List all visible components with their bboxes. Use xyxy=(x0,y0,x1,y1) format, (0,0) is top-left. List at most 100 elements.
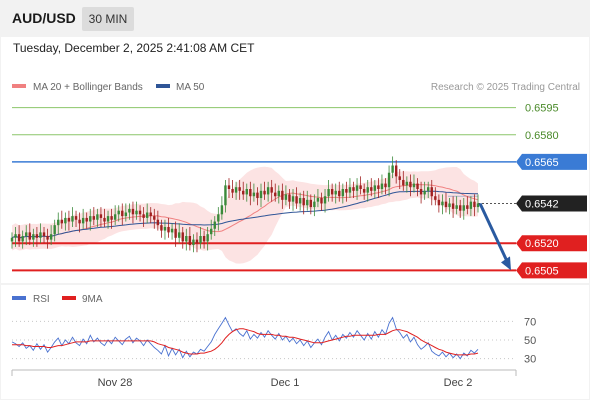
candle-body xyxy=(281,190,284,200)
candle-body xyxy=(295,196,298,204)
candle-body xyxy=(192,239,195,246)
candle-body xyxy=(210,228,213,235)
x-tick-label: Dec 2 xyxy=(444,377,473,389)
legend-rsi-swatch xyxy=(12,296,26,300)
candle-body xyxy=(188,236,192,246)
candle-body xyxy=(387,172,391,188)
candle-body xyxy=(206,234,209,242)
candle-body xyxy=(106,216,110,222)
candle-body xyxy=(334,190,337,195)
candle-body xyxy=(46,236,49,240)
candle-body xyxy=(177,232,181,238)
candle-body xyxy=(355,185,359,191)
resistance-label: 0.6595 xyxy=(525,103,559,115)
candle-body xyxy=(426,187,430,191)
candle-body xyxy=(160,225,163,231)
candle-body xyxy=(345,189,348,193)
candle-body xyxy=(96,214,99,220)
forecast-arrow-head xyxy=(501,256,511,271)
candle-body xyxy=(266,187,270,195)
rsi-tick-label: 30 xyxy=(524,354,536,366)
candle-body xyxy=(10,237,14,242)
candle-body xyxy=(181,232,184,242)
chart-datetime: Tuesday, December 2, 2025 2:41:08 AM CET xyxy=(13,41,255,55)
candle-body xyxy=(302,198,305,206)
candle-body xyxy=(263,190,266,195)
candle-body xyxy=(444,201,448,208)
legend-ma20-swatch xyxy=(12,84,26,88)
candle-body xyxy=(437,199,441,206)
candle-body xyxy=(430,187,433,197)
candle-body xyxy=(49,234,53,240)
candle-body xyxy=(14,234,17,238)
candle-body xyxy=(78,219,81,224)
candle-body xyxy=(35,234,39,238)
candle-body xyxy=(270,187,273,193)
candle-body xyxy=(25,232,28,236)
candle-body xyxy=(32,234,35,240)
candle-body xyxy=(441,201,444,206)
candle-body xyxy=(469,201,473,209)
candle-body xyxy=(67,217,71,222)
candle-body xyxy=(341,189,345,197)
support-value-tag xyxy=(516,235,587,252)
candle-body xyxy=(156,219,160,226)
candle-body xyxy=(131,208,135,215)
support-label: 0.6520 xyxy=(525,238,559,250)
x-tick-label: Nov 28 xyxy=(98,377,133,389)
legend-rsi-label: RSI xyxy=(33,294,50,305)
candle-body xyxy=(352,187,355,191)
candle-body xyxy=(103,217,106,222)
candle-body xyxy=(306,199,309,206)
support-value-tag xyxy=(516,262,587,279)
rsi-tick-label: 70 xyxy=(524,316,536,328)
candle-body xyxy=(185,236,188,242)
candle-body xyxy=(99,214,103,218)
candle-body xyxy=(249,189,252,197)
candle-body xyxy=(71,216,74,222)
candle-body xyxy=(60,219,64,224)
candle-body xyxy=(213,221,216,229)
candle-body xyxy=(170,228,174,233)
candle-body xyxy=(380,183,384,189)
candle-body xyxy=(409,181,412,188)
candle-body xyxy=(419,189,423,195)
legend-ma50-swatch xyxy=(156,84,170,88)
candle-body xyxy=(434,196,437,200)
candle-body xyxy=(405,181,409,186)
candle-body xyxy=(473,201,476,208)
last-price-tag xyxy=(516,195,587,212)
candle-body xyxy=(124,212,128,217)
candle-body xyxy=(366,187,369,193)
x-tick-label: Dec 1 xyxy=(271,377,300,389)
candle-body xyxy=(242,190,245,195)
last-price-label: 0.6542 xyxy=(525,198,559,210)
candle-body xyxy=(238,187,241,191)
support-label: 0.6505 xyxy=(525,265,559,277)
candle-body xyxy=(370,187,373,191)
candle-body xyxy=(313,201,316,208)
candle-body xyxy=(359,185,362,189)
candle-body xyxy=(448,203,451,208)
bollinger-band xyxy=(12,166,478,264)
candle-body xyxy=(53,225,56,235)
rsi-line xyxy=(11,316,479,360)
candle-body xyxy=(256,192,259,199)
timeframe-button[interactable]: 30 MIN xyxy=(82,7,134,31)
forecast-arrow-shaft xyxy=(478,202,510,264)
candle-body xyxy=(330,189,334,195)
candle-body xyxy=(373,185,377,191)
candle-body xyxy=(384,183,387,188)
candle-body xyxy=(135,210,138,215)
candle-body xyxy=(21,236,24,242)
candle-body xyxy=(476,203,480,208)
candle-body xyxy=(74,216,78,220)
credit-label: Research © 2025 Trading Central xyxy=(431,82,580,93)
candle-body xyxy=(309,199,313,208)
candle-body xyxy=(259,190,263,199)
candle-body xyxy=(423,190,426,195)
candle-body xyxy=(234,187,238,193)
candle-body xyxy=(138,210,142,215)
rsi-tick-label: 50 xyxy=(524,335,536,347)
pivot-label: 0.6565 xyxy=(525,157,559,169)
